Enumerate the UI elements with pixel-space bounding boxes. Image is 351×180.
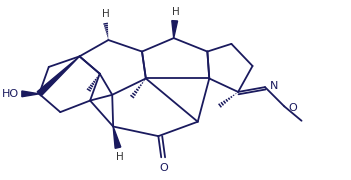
Polygon shape [172, 21, 178, 38]
Text: HO: HO [2, 89, 19, 99]
Text: O: O [288, 103, 297, 113]
Text: H: H [101, 9, 110, 19]
Polygon shape [113, 127, 121, 148]
Polygon shape [22, 91, 39, 97]
Text: N: N [270, 81, 278, 91]
Text: O: O [160, 163, 168, 173]
Text: H: H [116, 152, 124, 161]
Polygon shape [37, 56, 80, 96]
Text: H: H [172, 7, 179, 17]
